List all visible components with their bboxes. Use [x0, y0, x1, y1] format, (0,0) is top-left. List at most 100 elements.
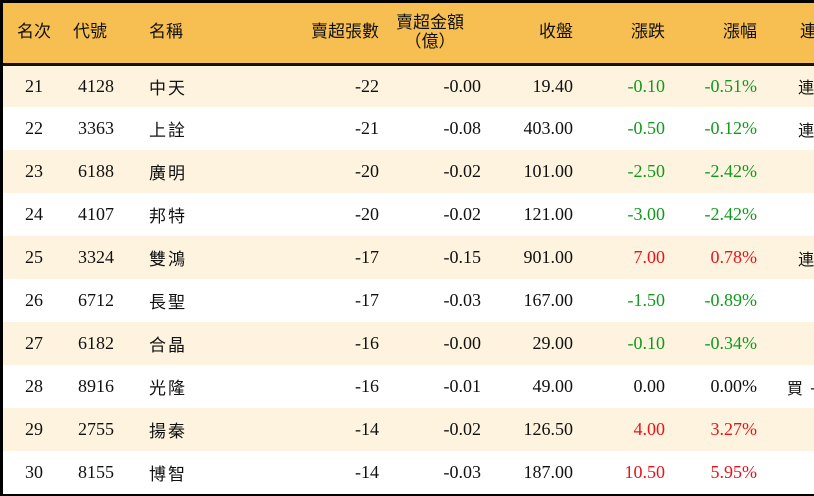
- cell-name[interactable]: 中天: [149, 78, 187, 99]
- cell-net-sell-lots: -17: [355, 247, 379, 267]
- cell-change-pct: -2.42%: [704, 204, 758, 224]
- cell-close: 126.50: [523, 419, 574, 439]
- cell-close: 29.00: [532, 333, 574, 353]
- header-net-sell-lots[interactable]: 賣超張數: [219, 3, 379, 66]
- cell-change: 7.00: [633, 247, 666, 267]
- header-change[interactable]: 漲跌: [573, 3, 665, 66]
- cell-net-sell-lots: -21: [355, 118, 379, 138]
- cell-streak: 1: [757, 193, 814, 236]
- header-net-sell-amount[interactable]: 賣超金額 （億）: [379, 3, 481, 66]
- cell-code[interactable]: 2755: [78, 419, 114, 439]
- table-row[interactable]: 26 6712 長聖 -17 -0.03 167.00 -1.50 -0.89%…: [3, 279, 814, 322]
- cell-change: -0.10: [627, 333, 666, 353]
- cell-rank: 25: [25, 247, 43, 267]
- cell-code[interactable]: 6712: [78, 290, 114, 310]
- cell-close: 901.00: [523, 247, 574, 267]
- cell-rank: 27: [25, 333, 43, 353]
- table-row[interactable]: 24 4107 邦特 -20 -0.02 121.00 -3.00 -2.42%…: [3, 193, 814, 236]
- header-close[interactable]: 收盤: [481, 3, 573, 66]
- cell-name[interactable]: 邦特: [149, 207, 187, 227]
- header-code[interactable]: 代號: [65, 3, 129, 66]
- cell-rank: 30: [25, 462, 43, 482]
- cell-close: 167.00: [523, 290, 574, 310]
- cell-streak: 買 → 連 11 賣: [786, 378, 814, 398]
- cell-rank: 23: [25, 161, 43, 181]
- cell-name[interactable]: 上詮: [149, 121, 187, 141]
- header-rank[interactable]: 名次: [3, 3, 65, 66]
- cell-change-pct: 3.27%: [710, 419, 758, 439]
- cell-change-pct: -0.12%: [704, 118, 758, 138]
- table-row[interactable]: 29 2755 揚秦 -14 -0.02 126.50 4.00 3.27% 連…: [3, 408, 814, 451]
- table-header-row: 名次 代號 名稱 賣超張數 賣超金額 （億） 收盤 漲跌 漲幅 連賣天數: [3, 3, 814, 66]
- table-row[interactable]: 22 3363 上詮 -21 -0.08 403.00 -0.50 -0.12%…: [3, 107, 814, 150]
- header-net-sell-amount-label: 賣超金額: [396, 12, 464, 33]
- cell-net-sell-lots: -16: [355, 333, 379, 353]
- cell-name[interactable]: 長聖: [149, 293, 187, 313]
- header-streak[interactable]: 連賣天數: [757, 3, 814, 66]
- cell-net-sell-amount: -0.02: [443, 161, 482, 181]
- cell-rank: 22: [25, 118, 43, 138]
- cell-net-sell-amount: -0.08: [443, 118, 482, 138]
- cell-change: 4.00: [633, 419, 666, 439]
- cell-name[interactable]: 雙鴻: [149, 250, 187, 270]
- cell-change-pct: -0.34%: [704, 333, 758, 353]
- cell-code[interactable]: 4128: [78, 75, 114, 96]
- cell-close: 19.40: [532, 75, 574, 96]
- cell-name[interactable]: 博智: [149, 465, 187, 485]
- cell-net-sell-amount: -0.00: [443, 75, 482, 96]
- net-sell-ranking-table: 名次 代號 名稱 賣超張數 賣超金額 （億） 收盤 漲跌 漲幅 連賣天數 21 …: [3, 3, 814, 494]
- cell-rank: 29: [25, 419, 43, 439]
- cell-code[interactable]: 8155: [78, 462, 114, 482]
- cell-change: -3.00: [627, 204, 666, 224]
- cell-streak: 連 3 賣: [757, 408, 814, 451]
- cell-close: 49.00: [532, 376, 574, 396]
- cell-change: 10.50: [624, 462, 666, 482]
- cell-net-sell-amount: -0.03: [443, 290, 482, 310]
- cell-code[interactable]: 8916: [78, 376, 114, 396]
- cell-rank: 26: [25, 290, 43, 310]
- cell-net-sell-lots: -17: [355, 290, 379, 310]
- cell-change-pct: 0.78%: [710, 247, 758, 267]
- cell-net-sell-amount: -0.01: [443, 376, 482, 396]
- table-row[interactable]: 23 6188 廣明 -20 -0.02 101.00 -2.50 -2.42%…: [3, 150, 814, 193]
- cell-net-sell-amount: -0.00: [443, 333, 482, 353]
- header-change-pct[interactable]: 漲幅: [665, 3, 757, 66]
- cell-close: 121.00: [523, 204, 574, 224]
- header-net-sell-amount-unit: （億）: [404, 31, 456, 52]
- cell-close: 101.00: [523, 161, 574, 181]
- cell-net-sell-lots: -20: [355, 161, 379, 181]
- cell-name[interactable]: 光隆: [149, 379, 187, 399]
- cell-code[interactable]: 6188: [78, 161, 114, 181]
- table-row[interactable]: 25 3324 雙鴻 -17 -0.15 901.00 7.00 0.78% 連…: [3, 236, 814, 279]
- table-row[interactable]: 30 8155 博智 -14 -0.03 187.00 10.50 5.95% …: [3, 451, 814, 494]
- table-row[interactable]: 21 4128 中天 -22 -0.00 19.40 -0.10 -0.51% …: [3, 64, 814, 107]
- table-row[interactable]: 27 6182 合晶 -16 -0.00 29.00 -0.10 -0.34% …: [3, 322, 814, 365]
- cell-net-sell-amount: -0.02: [443, 419, 482, 439]
- cell-net-sell-lots: -14: [355, 462, 379, 482]
- cell-name[interactable]: 合晶: [149, 336, 187, 356]
- cell-code[interactable]: 3363: [78, 118, 114, 138]
- cell-name[interactable]: 揚秦: [149, 422, 187, 442]
- cell-close: 403.00: [523, 118, 574, 138]
- cell-change: 0.00: [633, 376, 666, 396]
- cell-code[interactable]: 4107: [78, 204, 114, 224]
- cell-change-pct: -0.51%: [704, 75, 758, 96]
- cell-net-sell-lots: -16: [355, 376, 379, 396]
- cell-name[interactable]: 廣明: [149, 164, 187, 184]
- cell-rank: 28: [25, 376, 43, 396]
- cell-rank: 24: [25, 204, 43, 224]
- cell-net-sell-lots: -20: [355, 204, 379, 224]
- cell-net-sell-lots: -14: [355, 419, 379, 439]
- cell-change-pct: 0.00%: [710, 376, 758, 396]
- cell-net-sell-amount: -0.02: [443, 204, 482, 224]
- cell-rank: 21: [25, 75, 43, 96]
- cell-code[interactable]: 6182: [78, 333, 114, 353]
- header-name[interactable]: 名稱: [129, 3, 219, 66]
- cell-change: -0.50: [627, 118, 666, 138]
- cell-change: -2.50: [627, 161, 666, 181]
- cell-code[interactable]: 3324: [78, 247, 114, 267]
- table-row[interactable]: 28 8916 光隆 -16 -0.01 49.00 0.00 0.00% 買 …: [3, 365, 814, 408]
- cell-change: -0.10: [627, 75, 666, 96]
- table-body: 21 4128 中天 -22 -0.00 19.40 -0.10 -0.51% …: [3, 64, 814, 494]
- cell-streak: 買 → 賣: [757, 322, 814, 365]
